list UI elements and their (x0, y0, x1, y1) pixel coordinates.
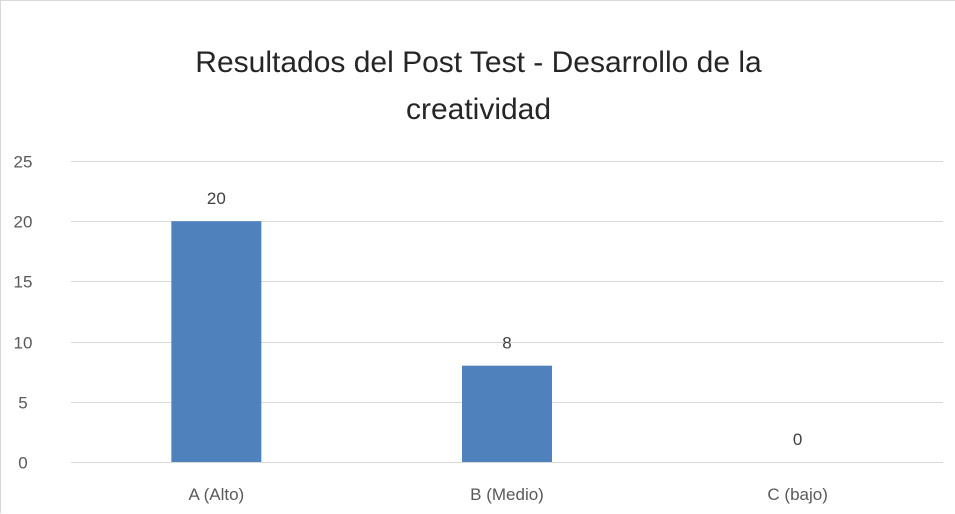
y-tick-label-0: 0 (18, 454, 27, 473)
data-label-2: 8 (502, 334, 511, 353)
y-tick-label-10: 10 (14, 334, 33, 353)
y-tick-label-20: 20 (14, 213, 33, 232)
data-label-3: 0 (793, 430, 802, 449)
x-tick-label-1: A (Alto) (188, 485, 244, 504)
x-tick-label-2: B (Medio) (470, 485, 544, 504)
bar-1 (171, 221, 261, 462)
y-tick-label-25: 25 (14, 153, 33, 172)
y-tick-label-5: 5 (18, 394, 27, 413)
bar-2 (462, 366, 552, 462)
data-label-1: 20 (207, 189, 226, 208)
x-tick-label-3: C (bajo) (767, 485, 827, 504)
y-tick-label-15: 15 (14, 273, 33, 292)
